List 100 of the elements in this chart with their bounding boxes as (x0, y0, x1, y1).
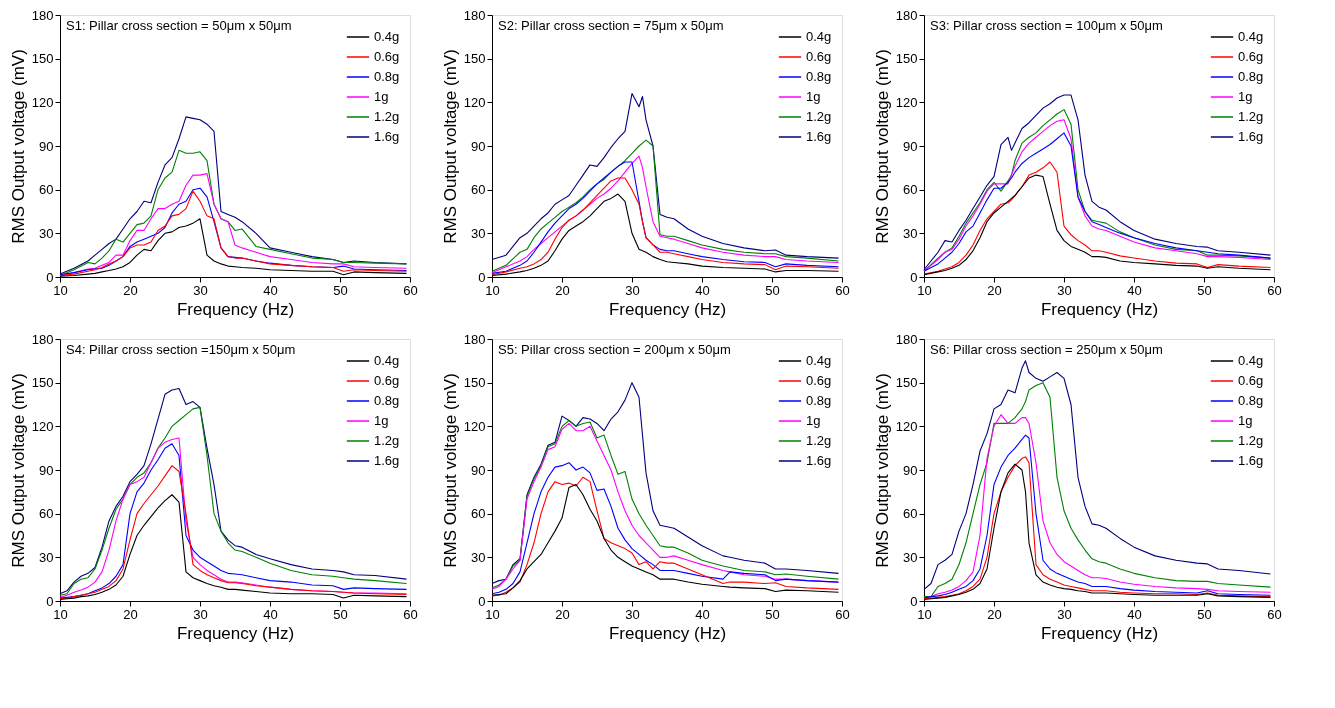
x-tick-label: 60 (1267, 282, 1282, 298)
legend-label: 1.6g (1238, 453, 1264, 468)
legend-label: 1.2g (374, 109, 400, 124)
x-tick-label: 30 (1057, 606, 1072, 622)
x-tick-label: 10 (917, 606, 932, 622)
x-tick-label: 40 (1127, 282, 1142, 298)
legend-label: 1.6g (1238, 129, 1264, 144)
legend-label: 0.4g (374, 29, 400, 44)
legend-label: 0.4g (806, 29, 832, 44)
legend-label: 0.8g (1238, 69, 1264, 84)
y-tick-label: 150 (31, 51, 54, 67)
y-tick-label: 60 (471, 182, 486, 198)
y-tick-label: 60 (903, 182, 918, 198)
x-tick-label: 50 (333, 282, 348, 298)
legend-label: 0.6g (1238, 49, 1264, 64)
y-tick-label: 120 (895, 94, 918, 110)
y-tick-label: 120 (463, 94, 486, 110)
y-tick-label: 120 (895, 418, 918, 434)
legend-label: 0.6g (374, 49, 400, 64)
legend-label: 1g (806, 413, 821, 428)
y-tick-label: 150 (895, 375, 918, 391)
x-tick-label: 50 (333, 606, 348, 622)
y-tick-label: 60 (471, 506, 486, 522)
legend-label: 0.8g (374, 69, 400, 84)
legend-label: 0.6g (374, 373, 400, 388)
legend-label: 1.2g (1238, 433, 1264, 448)
x-tick-label: 40 (695, 606, 710, 622)
y-axis-title: RMS Output voltage (mV) (440, 373, 460, 568)
legend-label: 0.6g (806, 49, 832, 64)
chart-title: S1: Pillar cross section = 50μm x 50μm (66, 18, 292, 33)
x-tick-label: 20 (555, 606, 570, 622)
x-axis-title: Frequency (Hz) (608, 623, 727, 643)
legend-label: 0.8g (1238, 393, 1264, 408)
legend-label: 0.4g (1238, 29, 1264, 44)
x-tick-label: 30 (625, 606, 640, 622)
y-tick-label: 90 (471, 462, 486, 478)
x-tick-label: 20 (123, 606, 138, 622)
legend-label: 0.6g (806, 373, 832, 388)
y-tick-label: 90 (903, 462, 918, 478)
y-tick-label: 90 (39, 138, 54, 154)
x-tick-label: 10 (485, 606, 500, 622)
x-tick-label: 30 (1057, 282, 1072, 298)
legend-label: 1g (1238, 89, 1253, 104)
y-axis-title: RMS Output voltage (mV) (872, 49, 892, 244)
x-axis-title: Frequency (Hz) (1040, 299, 1159, 319)
legend-label: 0.8g (806, 393, 832, 408)
x-axis-title: Frequency (Hz) (608, 299, 727, 319)
legend-label: 1.2g (806, 109, 832, 124)
x-tick-label: 20 (987, 606, 1002, 622)
x-tick-label: 20 (123, 282, 138, 298)
x-tick-label: 60 (835, 606, 850, 622)
y-tick-label: 180 (463, 331, 486, 347)
legend-label: 1.2g (1238, 109, 1264, 124)
y-tick-label: 0 (478, 593, 486, 609)
y-tick-label: 0 (46, 593, 54, 609)
y-axis-title: RMS Output voltage (mV) (8, 49, 28, 244)
y-axis-title: RMS Output voltage (mV) (440, 49, 460, 244)
x-tick-label: 40 (695, 282, 710, 298)
x-tick-label: 50 (765, 606, 780, 622)
x-axis-title: Frequency (Hz) (1040, 623, 1159, 643)
chart-title: S3: Pillar cross section = 100μm x 50μm (930, 18, 1163, 33)
chart-title: S5: Pillar cross section = 200μm x 50μm (498, 342, 731, 357)
legend-label: 1.2g (806, 433, 832, 448)
y-tick-label: 120 (31, 418, 54, 434)
y-tick-label: 30 (903, 549, 918, 565)
x-tick-label: 30 (193, 282, 208, 298)
legend-label: 0.4g (806, 353, 832, 368)
x-tick-label: 50 (1197, 606, 1212, 622)
y-tick-label: 30 (903, 225, 918, 241)
legend-label: 1.6g (806, 129, 832, 144)
y-tick-label: 120 (463, 418, 486, 434)
chart-title: S2: Pillar cross section = 75μm x 50μm (498, 18, 724, 33)
y-tick-label: 30 (471, 225, 486, 241)
legend-label: 1g (806, 89, 821, 104)
y-tick-label: 180 (895, 7, 918, 23)
x-tick-label: 20 (987, 282, 1002, 298)
y-tick-label: 150 (463, 51, 486, 67)
legend-label: 1g (374, 89, 389, 104)
legend-label: 1.6g (806, 453, 832, 468)
y-tick-label: 180 (31, 331, 54, 347)
legend-label: 0.4g (1238, 353, 1264, 368)
line-series (491, 93, 840, 261)
x-tick-label: 10 (53, 606, 68, 622)
x-tick-label: 40 (263, 282, 278, 298)
legend-label: 0.4g (374, 353, 400, 368)
x-tick-label: 30 (193, 606, 208, 622)
x-tick-label: 10 (917, 282, 932, 298)
x-tick-label: 10 (485, 282, 500, 298)
x-tick-label: 60 (403, 606, 418, 622)
y-tick-label: 0 (910, 269, 918, 285)
y-tick-label: 0 (46, 269, 54, 285)
y-tick-label: 90 (39, 462, 54, 478)
legend-label: 1.2g (374, 433, 400, 448)
legend-label: 1g (374, 413, 389, 428)
x-tick-label: 20 (555, 282, 570, 298)
y-tick-label: 180 (31, 7, 54, 23)
chart-title: S4: Pillar cross section =150μm x 50μm (66, 342, 296, 357)
y-tick-label: 150 (463, 375, 486, 391)
x-tick-label: 50 (765, 282, 780, 298)
x-axis-title: Frequency (Hz) (176, 623, 295, 643)
